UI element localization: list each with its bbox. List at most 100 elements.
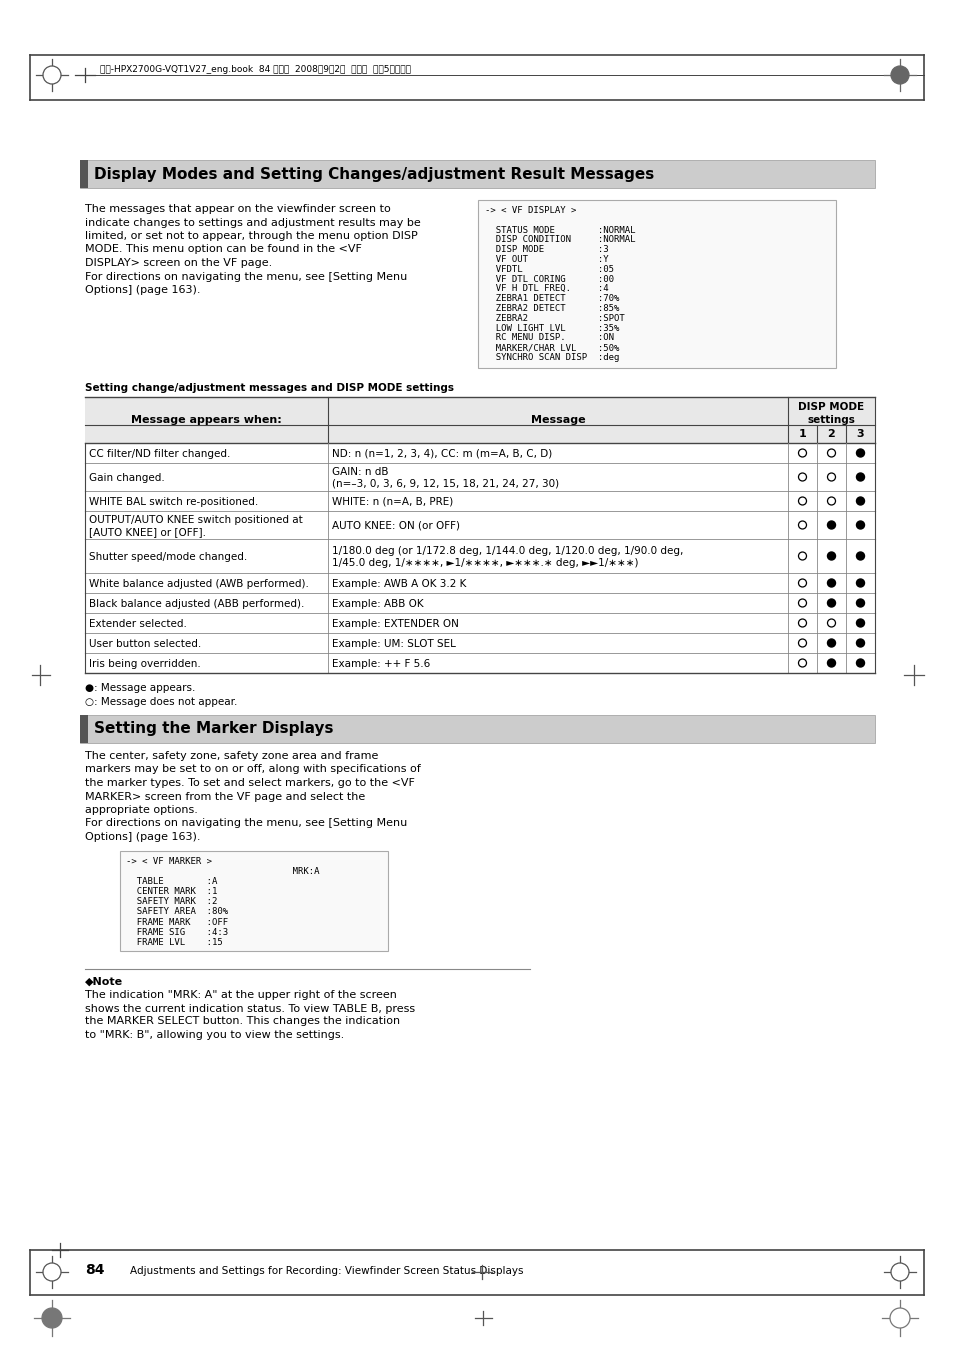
Text: Shutter speed/mode changed.: Shutter speed/mode changed. — [89, 553, 247, 562]
Circle shape — [856, 639, 863, 647]
Text: User button selected.: User button selected. — [89, 639, 201, 648]
Text: WHITE: n (n=A, B, PRE): WHITE: n (n=A, B, PRE) — [332, 497, 453, 507]
Circle shape — [826, 553, 835, 561]
Circle shape — [856, 619, 863, 627]
Circle shape — [826, 473, 835, 481]
Text: Example: UM: SLOT SEL: Example: UM: SLOT SEL — [332, 639, 456, 648]
Text: the MARKER SELECT button. This changes the indication: the MARKER SELECT button. This changes t… — [85, 1016, 399, 1027]
Text: MODE. This menu option can be found in the <VF: MODE. This menu option can be found in t… — [85, 245, 361, 254]
Text: 1/45.0 deg, 1/∗∗∗∗, ►1/∗∗∗∗, ►∗∗∗.∗ deg, ►►1/∗∗∗): 1/45.0 deg, 1/∗∗∗∗, ►1/∗∗∗∗, ►∗∗∗.∗ deg,… — [332, 558, 638, 567]
Bar — [85, 634, 874, 653]
Text: Example: AWB A OK 3.2 K: Example: AWB A OK 3.2 K — [332, 580, 466, 589]
Text: Display Modes and Setting Changes/adjustment Result Messages: Display Modes and Setting Changes/adjust… — [94, 166, 654, 181]
Text: VF OUT             :Y: VF OUT :Y — [484, 255, 608, 263]
Circle shape — [798, 619, 805, 627]
Text: SAFETY AREA  :80%: SAFETY AREA :80% — [126, 908, 228, 916]
Text: STATUS MODE        :NORMAL: STATUS MODE :NORMAL — [484, 226, 635, 235]
Text: MARKER/CHAR LVL    :50%: MARKER/CHAR LVL :50% — [484, 343, 618, 353]
Bar — [328, 397, 787, 443]
Text: CC filter/ND filter changed.: CC filter/ND filter changed. — [89, 449, 230, 459]
Bar — [85, 443, 874, 463]
Text: Options] (page 163).: Options] (page 163). — [85, 832, 200, 842]
Circle shape — [798, 553, 805, 561]
Text: [AUTO KNEE] or [OFF].: [AUTO KNEE] or [OFF]. — [89, 527, 206, 536]
Text: DISPLAY> screen on the VF page.: DISPLAY> screen on the VF page. — [85, 258, 272, 267]
Circle shape — [889, 1308, 909, 1328]
Circle shape — [826, 521, 835, 530]
Text: (n=–3, 0, 3, 6, 9, 12, 15, 18, 21, 24, 27, 30): (n=–3, 0, 3, 6, 9, 12, 15, 18, 21, 24, 2… — [332, 480, 558, 489]
Text: The indication "MRK: A" at the upper right of the screen: The indication "MRK: A" at the upper rig… — [85, 990, 396, 1001]
Text: Setting the Marker Displays: Setting the Marker Displays — [94, 721, 334, 736]
Circle shape — [856, 521, 863, 530]
Text: ●: Message appears.: ●: Message appears. — [85, 684, 195, 693]
Text: ZEBRA1 DETECT      :70%: ZEBRA1 DETECT :70% — [484, 295, 618, 303]
Circle shape — [826, 619, 835, 627]
Text: ND: n (n=1, 2, 3, 4), CC: m (m=A, B, C, D): ND: n (n=1, 2, 3, 4), CC: m (m=A, B, C, … — [332, 449, 552, 459]
Text: MARKER> screen from the VF page and select the: MARKER> screen from the VF page and sele… — [85, 792, 365, 801]
Text: TABLE        :A: TABLE :A — [126, 877, 217, 886]
Text: Example: ++ F 5.6: Example: ++ F 5.6 — [332, 659, 430, 669]
Text: For directions on navigating the menu, see [Setting Menu: For directions on navigating the menu, s… — [85, 272, 407, 281]
Circle shape — [798, 639, 805, 647]
Text: Gain changed.: Gain changed. — [89, 473, 165, 484]
Text: Adjustments and Settings for Recording: Viewfinder Screen Status Displays: Adjustments and Settings for Recording: … — [130, 1266, 523, 1275]
Text: OUTPUT/AUTO KNEE switch positioned at: OUTPUT/AUTO KNEE switch positioned at — [89, 515, 302, 526]
Text: Example: EXTENDER ON: Example: EXTENDER ON — [332, 619, 458, 630]
Text: ZEBRA2             :SPOT: ZEBRA2 :SPOT — [484, 313, 624, 323]
Circle shape — [826, 598, 835, 607]
Text: FRAME SIG    :4:3: FRAME SIG :4:3 — [126, 928, 228, 936]
Text: 1/180.0 deg (or 1/172.8 deg, 1/144.0 deg, 1/120.0 deg, 1/90.0 deg,: 1/180.0 deg (or 1/172.8 deg, 1/144.0 deg… — [332, 546, 682, 557]
Bar — [85, 613, 874, 634]
Text: 3: 3 — [856, 430, 863, 439]
Text: AUTO KNEE: ON (or OFF): AUTO KNEE: ON (or OFF) — [332, 521, 459, 531]
Bar — [80, 715, 874, 743]
Bar — [85, 490, 874, 511]
Text: RC MENU DISP.      :ON: RC MENU DISP. :ON — [484, 334, 614, 342]
Circle shape — [826, 639, 835, 647]
Bar — [80, 715, 88, 743]
Text: appropriate options.: appropriate options. — [85, 805, 197, 815]
Circle shape — [826, 580, 835, 586]
Text: markers may be set to on or off, along with specifications of: markers may be set to on or off, along w… — [85, 765, 420, 774]
Text: FRAME LVL    :15: FRAME LVL :15 — [126, 938, 222, 947]
Text: VFDTL              :05: VFDTL :05 — [484, 265, 614, 274]
Circle shape — [43, 66, 61, 84]
Circle shape — [798, 580, 805, 586]
Text: ZEBRA2 DETECT      :85%: ZEBRA2 DETECT :85% — [484, 304, 618, 313]
Bar — [85, 573, 874, 593]
Bar — [120, 851, 388, 951]
Text: Options] (page 163).: Options] (page 163). — [85, 285, 200, 295]
Text: Black balance adjusted (ABB performed).: Black balance adjusted (ABB performed). — [89, 598, 304, 609]
Text: FRAME MARK   :OFF: FRAME MARK :OFF — [126, 917, 228, 927]
Circle shape — [798, 659, 805, 667]
Text: 84: 84 — [85, 1263, 105, 1278]
Text: For directions on navigating the menu, see [Setting Menu: For directions on navigating the menu, s… — [85, 819, 407, 828]
Text: ◆Note: ◆Note — [85, 977, 123, 986]
Text: Message appears when:: Message appears when: — [131, 415, 281, 426]
Text: GAIN: n dB: GAIN: n dB — [332, 467, 388, 477]
Text: VF DTL CORING      :00: VF DTL CORING :00 — [484, 274, 614, 284]
Text: Message: Message — [530, 415, 585, 426]
Bar — [85, 593, 874, 613]
Circle shape — [798, 449, 805, 457]
Text: アジ-HPX2700G-VQT1V27_eng.book  84 ページ  2008年9月2日  火曜日  午後5時４３分: アジ-HPX2700G-VQT1V27_eng.book 84 ページ 2008… — [100, 65, 411, 74]
Circle shape — [826, 659, 835, 667]
Text: 1: 1 — [798, 430, 805, 439]
Bar — [85, 397, 328, 443]
Bar — [85, 511, 874, 539]
Text: Extender selected.: Extender selected. — [89, 619, 187, 630]
Text: the marker types. To set and select markers, go to the <VF: the marker types. To set and select mark… — [85, 778, 415, 788]
Circle shape — [798, 598, 805, 607]
Text: Example: ABB OK: Example: ABB OK — [332, 598, 423, 609]
Text: DISP MODE          :3: DISP MODE :3 — [484, 245, 608, 254]
Text: CENTER MARK  :1: CENTER MARK :1 — [126, 888, 217, 896]
Text: DISP MODE: DISP MODE — [798, 403, 863, 412]
Text: SAFETY MARK  :2: SAFETY MARK :2 — [126, 897, 217, 907]
Text: settings: settings — [807, 415, 855, 426]
Circle shape — [43, 1263, 61, 1281]
Text: indicate changes to settings and adjustment results may be: indicate changes to settings and adjustm… — [85, 218, 420, 227]
Bar — [477, 200, 835, 367]
Circle shape — [798, 497, 805, 505]
Bar — [85, 539, 874, 573]
Circle shape — [856, 473, 863, 481]
